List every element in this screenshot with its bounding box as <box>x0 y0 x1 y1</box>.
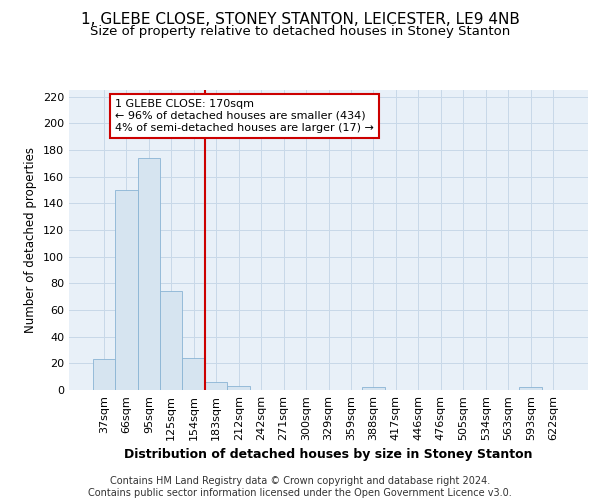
X-axis label: Distribution of detached houses by size in Stoney Stanton: Distribution of detached houses by size … <box>124 448 533 462</box>
Bar <box>205 382 227 390</box>
Text: 1, GLEBE CLOSE, STONEY STANTON, LEICESTER, LE9 4NB: 1, GLEBE CLOSE, STONEY STANTON, LEICESTE… <box>80 12 520 28</box>
Bar <box>227 386 250 390</box>
Text: Size of property relative to detached houses in Stoney Stanton: Size of property relative to detached ho… <box>90 25 510 38</box>
Bar <box>182 358 205 390</box>
Bar <box>520 388 542 390</box>
Bar <box>160 292 182 390</box>
Text: 1 GLEBE CLOSE: 170sqm
← 96% of detached houses are smaller (434)
4% of semi-deta: 1 GLEBE CLOSE: 170sqm ← 96% of detached … <box>115 100 374 132</box>
Bar <box>92 360 115 390</box>
Text: Contains HM Land Registry data © Crown copyright and database right 2024.
Contai: Contains HM Land Registry data © Crown c… <box>88 476 512 498</box>
Bar <box>362 388 385 390</box>
Y-axis label: Number of detached properties: Number of detached properties <box>25 147 37 333</box>
Bar <box>115 190 137 390</box>
Bar <box>137 158 160 390</box>
